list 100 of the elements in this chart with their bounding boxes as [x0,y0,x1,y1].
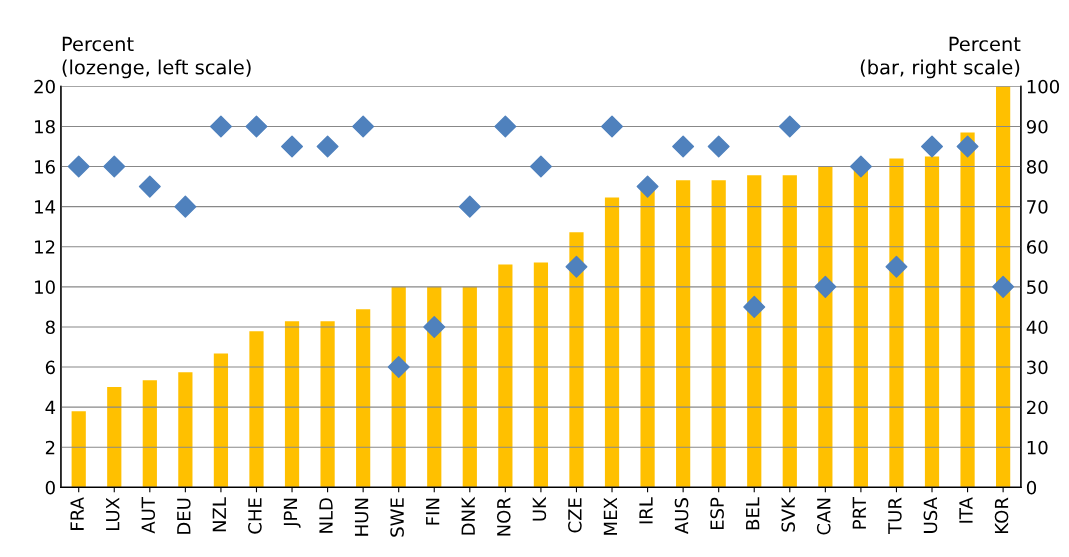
bar [320,321,335,488]
y2-tick-label: 80 [1026,160,1048,174]
x-tick-label: ESP [710,497,724,530]
y2-tick-label: 40 [1026,320,1048,335]
x-tick-label: NLD [319,498,333,533]
bar [107,387,122,488]
point [565,255,588,278]
bar [249,331,264,488]
y-tick-label: 4 [45,400,56,415]
point [316,135,339,158]
y-axis-title: Percent (lozenge, left scale) [62,36,251,79]
x-tick-label: DEU [177,498,191,534]
point [601,115,624,138]
bar [569,232,584,488]
bar [213,353,229,488]
x-tick-label: CAN [816,498,831,535]
point [209,115,232,138]
point [529,155,552,178]
y-tick-label: 18 [35,119,55,134]
bar [889,158,904,488]
x-tick-label: LUX [106,497,120,531]
bar [711,180,726,488]
point [245,115,268,138]
bar [960,132,975,488]
bar [604,197,620,488]
point [849,155,872,178]
point [707,135,730,158]
y2-tick-label: 90 [1026,119,1048,134]
x-tick-label: DNK [461,496,475,535]
x-tick-label: USA [923,497,938,533]
point [174,195,197,218]
x-tick-label: CZE [568,498,582,533]
x-tick-label: UK [532,496,547,521]
x-tick-label: AUT [141,497,156,534]
point [67,155,90,178]
y2-tick-label: 70 [1027,200,1048,214]
point [352,115,375,138]
point [992,275,1015,298]
point [778,115,801,138]
bar [178,372,193,488]
x-tick-label: NOR [496,497,511,536]
x-tick-label: SWE [390,498,404,537]
y2-tick-label: 50 [1027,280,1048,294]
x-tick-label: PRT [852,497,866,529]
point [885,255,908,278]
x-tick-label: AUS [674,498,689,534]
y-tick-label: 12 [35,240,55,254]
bar [462,286,477,488]
y-tick-label: 14 [35,200,56,214]
x-tick-label: BEL [746,497,760,530]
y-tick-label: 20 [34,79,55,94]
bar [996,86,1011,488]
bar [356,309,371,488]
x-tick-label: HUN [354,498,369,536]
point [672,135,695,158]
bar [142,380,157,488]
x-tick-label: CHE [248,498,262,534]
bar [640,190,655,488]
x-tick-label: IRL [639,497,653,524]
bar [676,180,691,488]
x-tick-label: TUR [888,497,902,534]
bar [533,262,549,488]
x-tick-label: FIN [426,498,440,525]
point [281,135,304,158]
y2-tick-label: 0 [1026,480,1037,495]
x-tick-label: MEX [603,497,617,535]
y2-axis-title: Percent (bar, right scale) [860,36,1021,79]
bar [71,411,86,488]
x-tick-label: FRA [70,497,84,530]
bar [747,175,762,488]
point [494,115,517,138]
y-tick-label: 10 [35,280,55,294]
y2-tick-label: 30 [1027,360,1048,375]
x-tick-label: ITA [959,497,973,523]
x-tick-label: JPN [283,498,301,528]
y-tick-label: 16 [35,160,55,174]
bar [924,156,940,488]
point [814,275,837,298]
x-tick-label: NZL [212,497,226,532]
point [743,295,766,318]
y2-tick-label: 20 [1027,400,1048,415]
point [921,135,944,158]
point [138,175,161,198]
y-tick-label: 2 [45,440,55,455]
y2-tick-label: 100 [1027,79,1060,94]
x-tick-label: KOR [994,497,1009,533]
bar [782,175,797,488]
x-tick-label: SVK [781,496,796,532]
y-tick-label: 6 [45,360,55,375]
bar [498,264,513,488]
point [423,315,446,338]
y-tick-label: 0 [45,480,55,495]
y-tick-label: 8 [45,320,55,335]
point [956,135,979,158]
bar [818,166,833,488]
point [387,356,410,379]
point [458,195,481,218]
y2-tick-label: 10 [1027,440,1048,455]
point [636,175,659,198]
bar [284,321,300,488]
